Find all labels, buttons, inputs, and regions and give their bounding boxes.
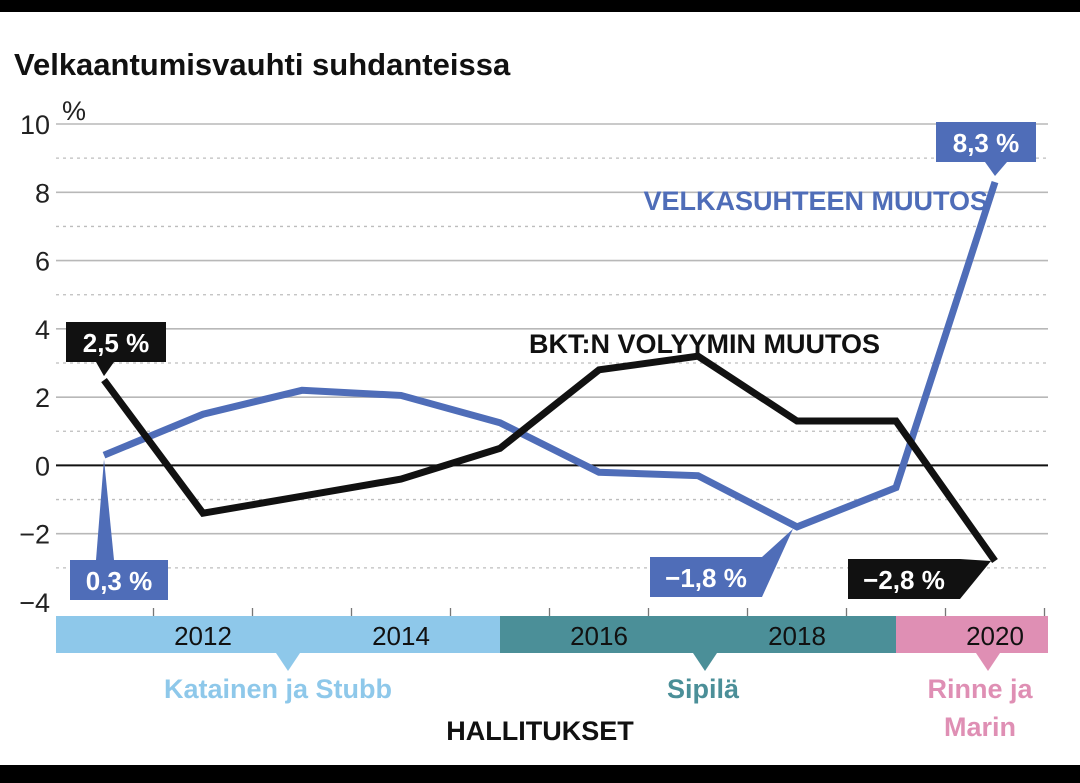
callout-pointer [96,459,114,560]
y-tick-label: 0 [35,451,50,481]
callout-box [936,122,1036,162]
x-tick-label: 2014 [372,621,430,651]
x-tick-label: 2020 [966,621,1024,651]
callout-box [848,559,960,599]
series-line-gdp [101,352,998,564]
y-tick-label: 8 [35,178,50,208]
x-tick-label: 2018 [768,621,826,651]
y-tick-label: 10 [20,110,50,140]
y-unit-label: % [62,96,86,126]
series-line-debt [102,180,999,531]
government-pointer [693,653,717,671]
governments-label: HALLITUKSET [446,716,634,746]
series-label: BKT:N VOLYYMIN MUUTOS [529,329,880,359]
government-name: Rinne ja [927,674,1033,704]
y-tick-label: 4 [35,315,50,345]
chart-frame: Velkaantumisvauhti suhdanteissa 10 8 6 4 2 0 −2… [0,12,1080,765]
callout-box [650,557,762,597]
callout-label: 0,3 % [86,566,153,596]
y-tick-label: −4 [19,588,50,618]
callout-pointer [985,162,1007,177]
government-name: Katainen ja Stubb [164,674,392,704]
line-chart: Velkaantumisvauhti suhdanteissa 10 8 6 4 2 0 −2… [14,47,1048,746]
y-tick-label: 2 [35,383,50,413]
government-name: Sipilä [667,674,740,704]
series-label: VELKASUHTEEN MUUTOS [643,186,988,216]
y-tick-label: −2 [19,520,50,550]
government-band [896,616,1048,653]
government-band [500,616,896,653]
x-tick-label: 2016 [570,621,628,651]
government-pointer [276,653,300,671]
callout-pointer [96,362,114,377]
government-name: Marin [944,712,1016,742]
government-band [56,616,500,653]
callout-label: −1,8 % [665,563,747,593]
callout-box [70,560,168,600]
callout-label: 8,3 % [953,128,1020,158]
callout-pointer [960,559,991,599]
callout-box [66,322,166,362]
government-pointer [976,653,1000,671]
callout-label: 2,5 % [83,328,150,358]
y-tick-label: 6 [35,247,50,277]
callout-label: −2,8 % [863,565,945,595]
x-tick-label: 2012 [174,621,232,651]
chart-title: Velkaantumisvauhti suhdanteissa [14,47,511,82]
callout-pointer [762,528,793,597]
